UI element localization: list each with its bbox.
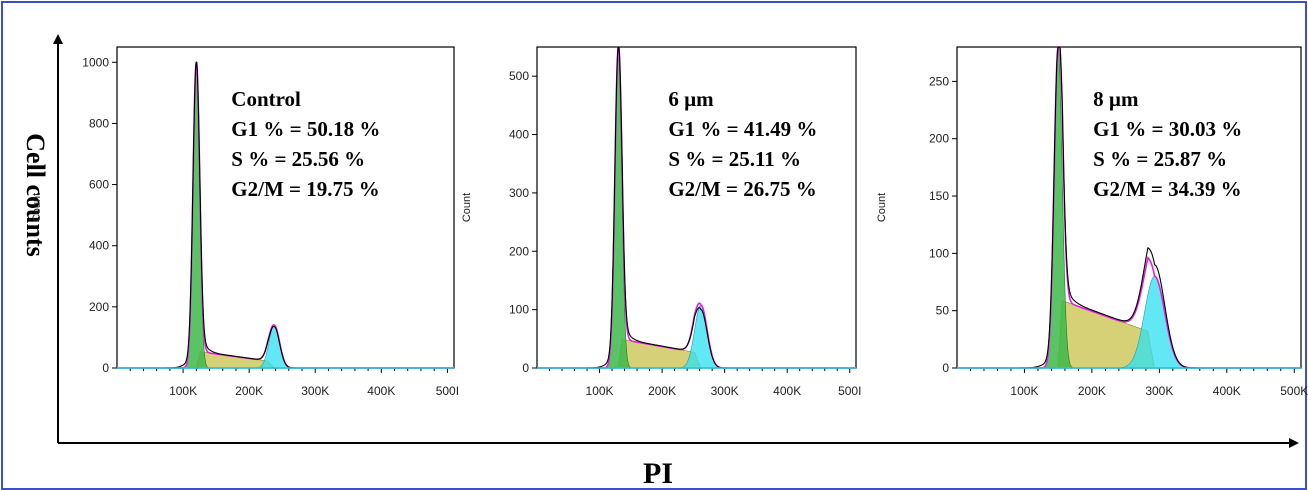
histogram-panel-1: 0 200 400 600 800 1000 100K 200K 300K 400K 500I Cou… [31,46,459,398]
x-tick-label: 100K [169,384,197,398]
y-axis-label: Count [31,193,43,222]
y-tick-label: 500 [509,69,529,83]
y-tick-label: 0 [102,361,109,375]
phase-percentage: G1 % = 30.03 % [1093,117,1242,141]
x-tick-label: 500K [1280,384,1308,398]
x-tick-label: 300K [301,384,329,398]
phase-percentage: S % = 25.11 % [668,147,801,171]
y-tick-label: 100 [929,246,949,260]
plot-frame [956,46,1302,369]
x-tick-label: 400K [1213,384,1241,398]
x-tick-label: 200K [235,384,263,398]
x-tick-label: 200K [648,384,676,398]
x-tick-label: 100K [586,384,614,398]
y-axis-label: Count [876,193,888,222]
y-tick-label: 200 [89,300,109,314]
phase-percentage: S % = 25.56 % [231,147,365,171]
x-tick-label: 300K [1145,384,1173,398]
x-tick-label: 200K [1078,384,1106,398]
phase-percentage: S % = 25.87 % [1093,147,1227,171]
y-tick-label: 0 [522,361,529,375]
y-tick-label: 150 [929,189,949,203]
y-tick-label: 200 [929,132,949,146]
x-tick-label: 500I [838,384,861,398]
sample-label: 8 µm [1093,87,1139,111]
x-tick-label: 100K [1010,384,1038,398]
x-tick-label: 300K [711,384,739,398]
outer-y-axis-label: Cell counts [21,133,50,257]
x-tick-label: 400K [773,384,801,398]
y-tick-label: 250 [929,74,949,88]
y-tick-label: 50 [936,304,950,318]
y-axis-label: Count [461,193,473,222]
histogram-panel-2: 0 100 200 300 400 500 100K 200K 300K 400K 500I Coun… [461,46,861,398]
y-tick-label: 300 [509,186,529,200]
outer-x-axis-label: PI [643,457,673,489]
y-tick-label: 100 [509,303,529,317]
x-tick-label: 500I [436,384,459,398]
y-tick-label: 1000 [82,55,109,69]
y-tick-label: 600 [89,178,109,192]
histogram-panel-3: 0 50 100 150 200 250 100K 200K 300K 400K 500K Count… [876,45,1308,398]
y-tick-label: 400 [509,128,529,142]
plot-frame [536,46,857,369]
y-tick-label: 800 [89,116,109,130]
x-tick-label: 400K [367,384,395,398]
phase-percentage: G2/M = 19.75 % [231,177,379,201]
y-tick-label: 0 [942,361,949,375]
sample-label: Control [231,87,301,111]
phase-percentage: G2/M = 26.75 % [668,177,816,201]
y-tick-label: 200 [509,244,529,258]
plot-frame [116,46,455,369]
phase-percentage: G1 % = 41.49 % [668,117,817,141]
phase-percentage: G1 % = 50.18 % [231,117,380,141]
y-tick-label: 400 [89,239,109,253]
phase-percentage: G2/M = 34.39 % [1093,177,1241,201]
sample-label: 6 µm [668,87,714,111]
